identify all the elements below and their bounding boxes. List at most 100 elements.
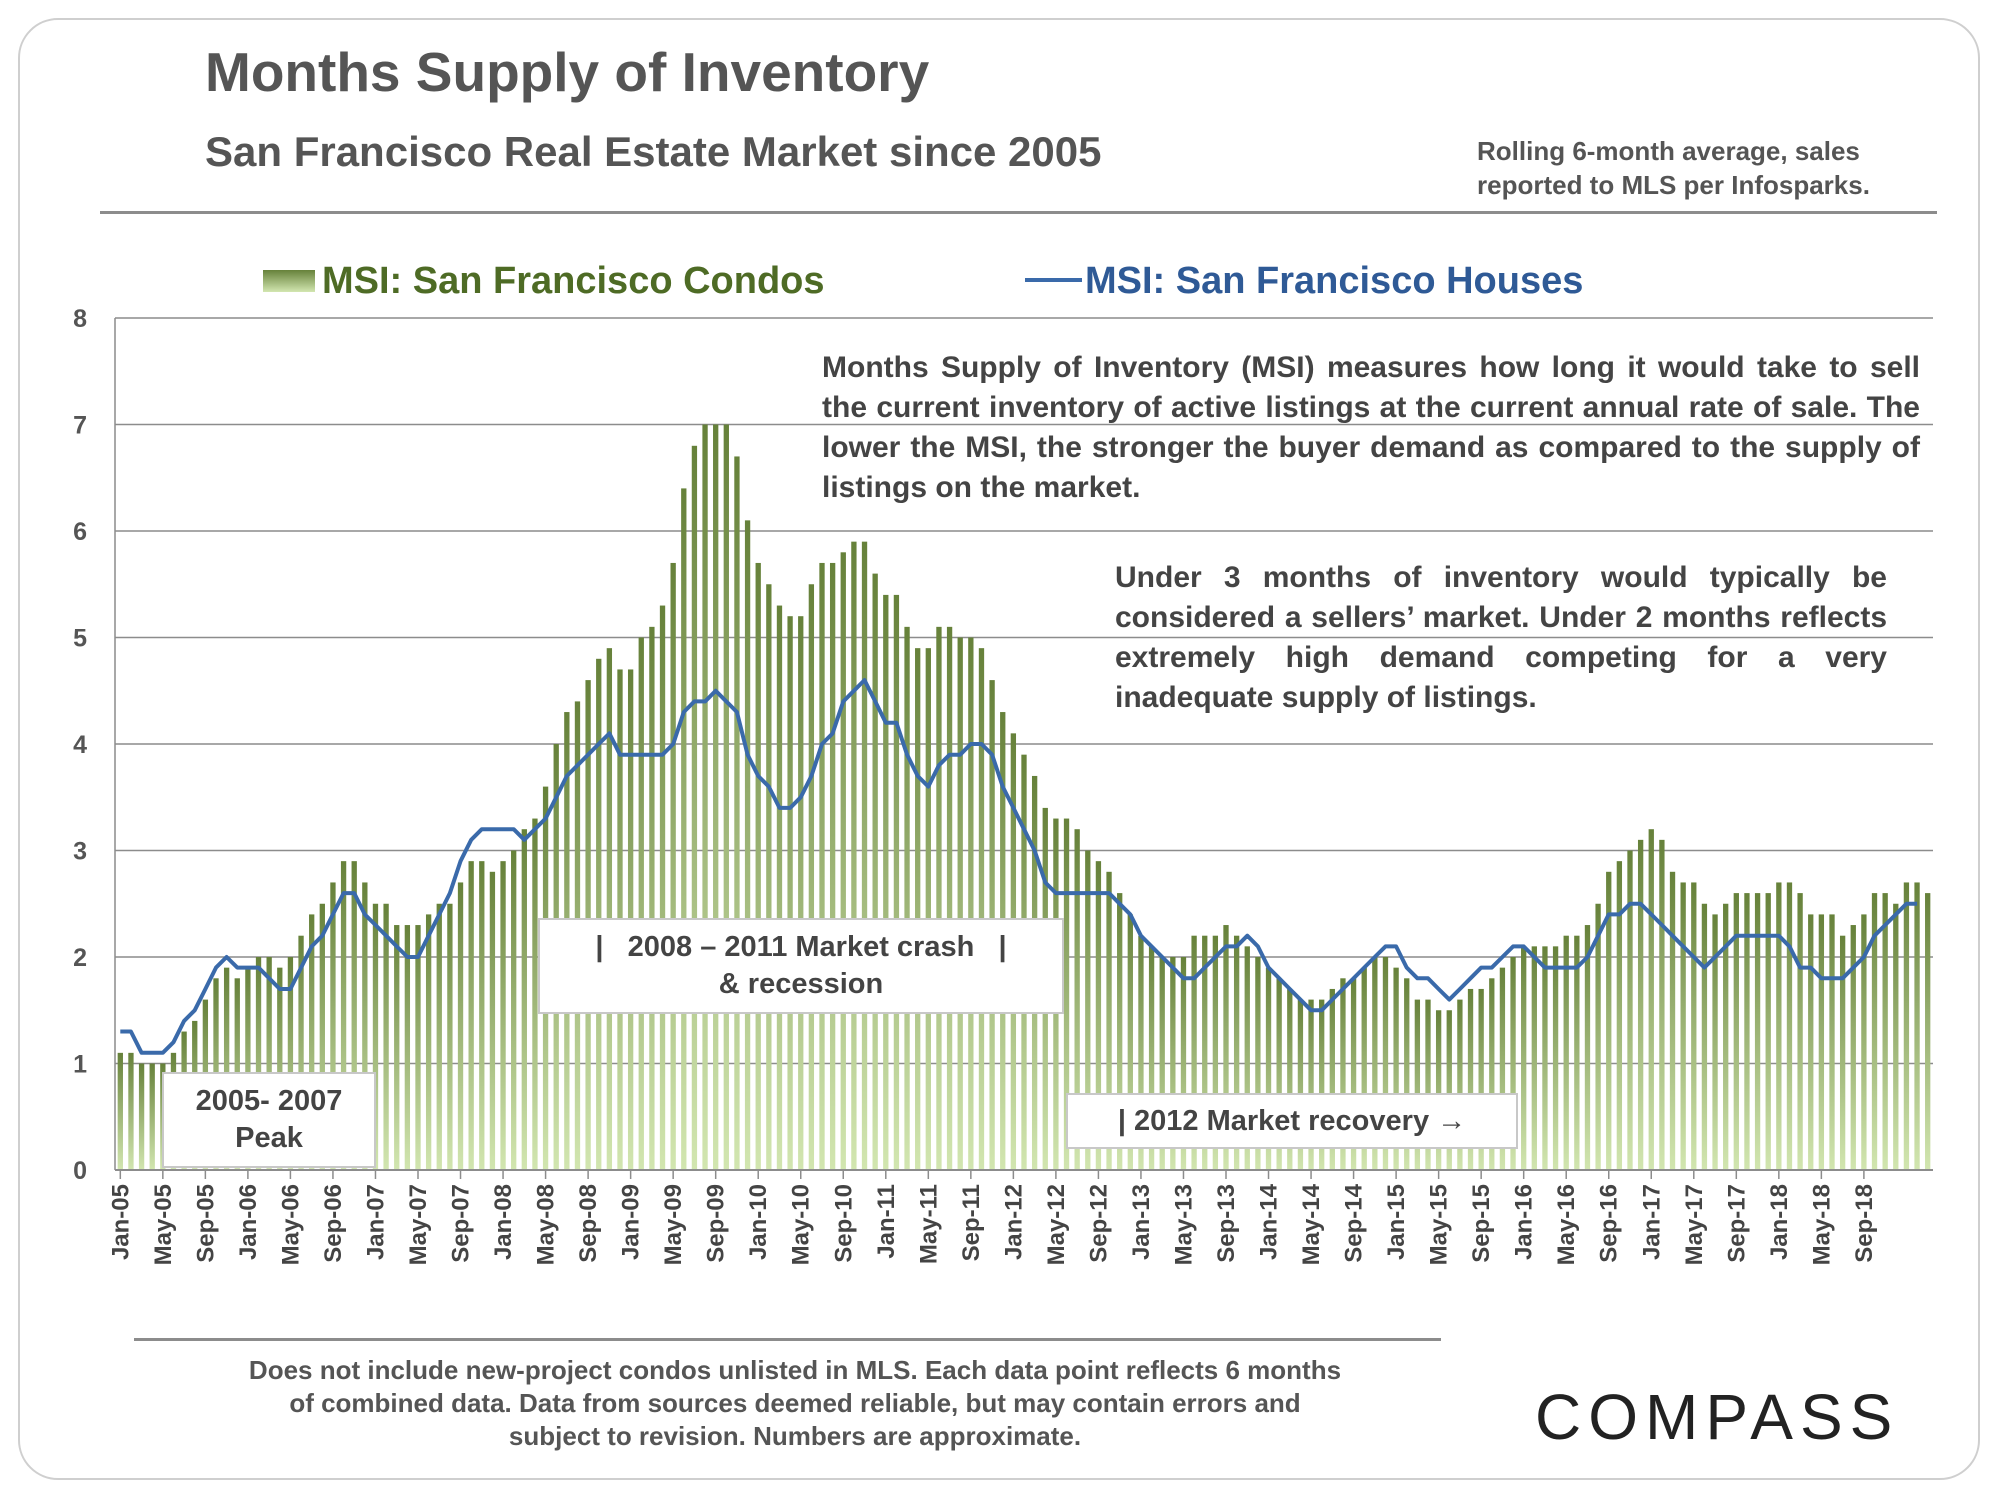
- source-note: Rolling 6-month average, sales reported …: [1477, 136, 1870, 200]
- condo-bar: [1255, 957, 1261, 1170]
- y-tick-label: 8: [73, 305, 87, 333]
- condo-bar: [277, 967, 283, 1170]
- page-subtitle: San Francisco Real Estate Market since 2…: [205, 128, 1102, 175]
- condo-bar: [1903, 882, 1910, 1170]
- condo-bar: [1606, 871, 1612, 1170]
- condo-bar: [500, 861, 506, 1170]
- x-tick-label: Jan-09: [618, 1184, 645, 1260]
- x-tick-label: Jan-12: [1000, 1184, 1027, 1260]
- condo-bar: [457, 882, 464, 1170]
- condo-bar: [1648, 829, 1654, 1170]
- condo-bar: [840, 552, 846, 1170]
- condo-bar: [404, 925, 411, 1170]
- condo-bar: [1148, 946, 1155, 1170]
- condo-bar: [1914, 882, 1920, 1170]
- x-tick-label: Sep-11: [958, 1184, 985, 1261]
- condo-bar: [1521, 946, 1527, 1170]
- x-tick-label: Sep-07: [448, 1184, 475, 1263]
- y-tick-label: 5: [73, 625, 87, 653]
- condo-bar: [1925, 893, 1931, 1170]
- x-tick-label: Jan-17: [1638, 1184, 1665, 1260]
- condo-bar: [1584, 925, 1591, 1170]
- y-tick-label: 2: [73, 944, 87, 972]
- house-series-line: [120, 678, 1918, 1055]
- condo-bar: [702, 424, 708, 1170]
- condo-bar: [447, 903, 453, 1170]
- x-tick-label: Jan-07: [362, 1184, 389, 1260]
- condo-bar: [1893, 903, 1899, 1170]
- condo-bar: [1754, 893, 1761, 1170]
- condo-bar: [255, 957, 262, 1170]
- condo-bar: [1159, 957, 1165, 1170]
- condo-bar: [978, 648, 985, 1170]
- peak-callout-text: 2005- 2007 Peak: [195, 1085, 343, 1154]
- condo-bar: [1446, 1010, 1452, 1170]
- condo-bar: [851, 541, 857, 1170]
- x-tick-label: May-09: [660, 1184, 687, 1265]
- x-tick-label: Sep-17: [1723, 1184, 1750, 1263]
- condo-bar: [776, 605, 783, 1170]
- condo-bar: [1531, 946, 1537, 1170]
- condo-bar: [723, 424, 729, 1170]
- x-tick-label: Jan-14: [1256, 1183, 1283, 1260]
- condo-bar: [744, 520, 751, 1170]
- condo-bar: [1202, 935, 1208, 1170]
- chart-legend: MSI: San Francisco Condos MSI: San Franc…: [263, 260, 1583, 302]
- compass-logo: COMPASS: [1535, 1381, 1900, 1453]
- x-tick-label: Sep-15: [1468, 1184, 1495, 1263]
- x-tick-label: May-14: [1298, 1183, 1325, 1265]
- condo-bar: [383, 903, 389, 1170]
- x-tick-label: May-13: [1170, 1184, 1197, 1265]
- condo-bar: [787, 616, 793, 1170]
- x-tick-label: May-07: [405, 1184, 432, 1265]
- y-tick-label: 0: [73, 1157, 87, 1185]
- condo-bar: [1818, 914, 1825, 1170]
- condo-bar: [1563, 935, 1569, 1170]
- x-tick-label: Sep-14: [1341, 1183, 1368, 1262]
- house-line: [120, 678, 1918, 1055]
- x-axis: Jan-05 May-05 Sep-05 Jan-06 May-06 Sep-06 Jan-…: [107, 1170, 1878, 1265]
- condo-bar: [489, 871, 496, 1170]
- condo-bar: [1552, 946, 1559, 1170]
- condo-bar: [394, 925, 400, 1170]
- condo-bar: [1574, 935, 1580, 1170]
- condo-bar: [1393, 967, 1399, 1170]
- x-tick-label: Jan-11: [873, 1184, 900, 1259]
- condo-bar: [1414, 999, 1421, 1170]
- legend-label-condos: MSI: San Francisco Condos: [322, 260, 825, 302]
- condo-bar: [606, 648, 613, 1170]
- condo-bar: [925, 648, 931, 1170]
- condo-bar: [1287, 988, 1293, 1170]
- footer-note: Does not include new-project condos unli…: [248, 1355, 1342, 1451]
- condo-bar: [798, 616, 804, 1170]
- condo-bar: [1329, 988, 1335, 1170]
- y-tick-label: 4: [73, 731, 87, 759]
- condo-bar: [1616, 861, 1623, 1170]
- condo-bar: [734, 456, 740, 1170]
- condo-bar: [638, 637, 644, 1170]
- condo-bar: [309, 914, 315, 1170]
- condo-bar: [1744, 893, 1750, 1170]
- x-tick-label: Jan-15: [1383, 1184, 1410, 1260]
- condo-bar: [1808, 914, 1814, 1170]
- condo-bar: [1659, 839, 1665, 1170]
- condo-bar: [1361, 967, 1367, 1170]
- crash-callout-text: | 2008 – 2011 Market crash | & recession: [595, 931, 1023, 1000]
- condo-bar: [670, 562, 676, 1170]
- x-tick-label: Sep-10: [830, 1184, 857, 1263]
- condo-bar: [861, 541, 868, 1170]
- condo-bar: [1733, 893, 1739, 1170]
- condo-bar: [968, 637, 974, 1170]
- condo-bar: [1138, 935, 1144, 1170]
- condo-bar: [1233, 935, 1240, 1170]
- condo-bar: [1712, 914, 1718, 1170]
- condo-bar: [596, 658, 602, 1170]
- condo-bar: [1265, 967, 1272, 1170]
- condo-bar: [1180, 957, 1187, 1170]
- slide-card: [18, 18, 1980, 1480]
- condo-bar: [287, 957, 294, 1170]
- condo-bar: [1489, 978, 1495, 1170]
- x-tick-label: Sep-05: [192, 1184, 219, 1263]
- condo-bar: [149, 1063, 155, 1170]
- condo-bar: [1425, 999, 1431, 1170]
